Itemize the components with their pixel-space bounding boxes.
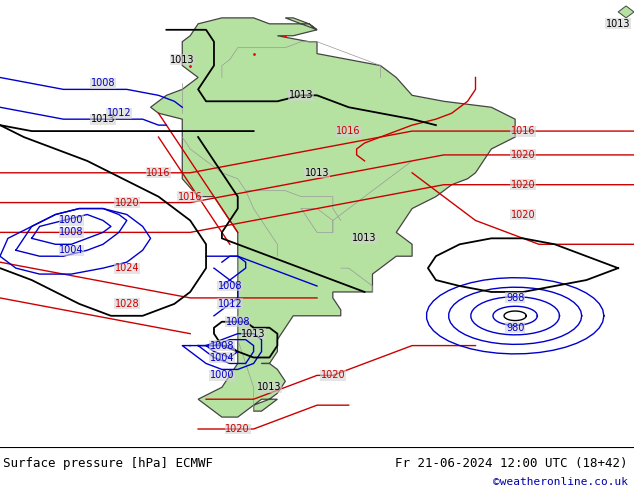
- Text: ©weatheronline.co.uk: ©weatheronline.co.uk: [493, 477, 628, 487]
- Text: 1013: 1013: [289, 90, 313, 100]
- Polygon shape: [618, 6, 634, 18]
- Text: 1016: 1016: [511, 126, 535, 136]
- Text: 1024: 1024: [115, 263, 139, 273]
- Text: 1013: 1013: [257, 382, 281, 392]
- Text: 1008: 1008: [217, 281, 242, 291]
- Polygon shape: [150, 18, 515, 417]
- Text: 1020: 1020: [511, 150, 535, 160]
- Text: 1000: 1000: [210, 370, 234, 380]
- Text: Surface pressure [hPa] ECMWF: Surface pressure [hPa] ECMWF: [3, 457, 213, 470]
- Text: 1004: 1004: [210, 352, 234, 363]
- Text: 1016: 1016: [178, 192, 202, 201]
- Text: 1012: 1012: [107, 108, 131, 118]
- Text: 1000: 1000: [59, 216, 84, 225]
- Text: 980: 980: [506, 323, 524, 333]
- Text: 988: 988: [506, 293, 524, 303]
- Text: Fr 21-06-2024 12:00 UTC (18+42): Fr 21-06-2024 12:00 UTC (18+42): [395, 457, 628, 470]
- Text: 1013: 1013: [91, 114, 115, 124]
- Text: 1016: 1016: [146, 168, 171, 178]
- Text: 1012: 1012: [217, 299, 242, 309]
- Text: 1028: 1028: [115, 299, 139, 309]
- Text: 1013: 1013: [305, 168, 329, 178]
- Text: 1008: 1008: [91, 78, 115, 88]
- Text: 1008: 1008: [59, 227, 84, 237]
- Text: 1013: 1013: [353, 233, 377, 244]
- Text: 1016: 1016: [337, 126, 361, 136]
- Text: 1013: 1013: [170, 54, 195, 65]
- Text: 1020: 1020: [511, 180, 535, 190]
- Text: 1020: 1020: [226, 424, 250, 434]
- Text: 1020: 1020: [511, 210, 535, 220]
- Text: 1008: 1008: [210, 341, 234, 350]
- Text: 1013: 1013: [242, 329, 266, 339]
- Text: 1008: 1008: [226, 317, 250, 327]
- Text: 1013: 1013: [606, 19, 630, 29]
- Text: 1004: 1004: [59, 245, 84, 255]
- Text: 1020: 1020: [321, 370, 345, 380]
- Text: 1020: 1020: [115, 197, 139, 208]
